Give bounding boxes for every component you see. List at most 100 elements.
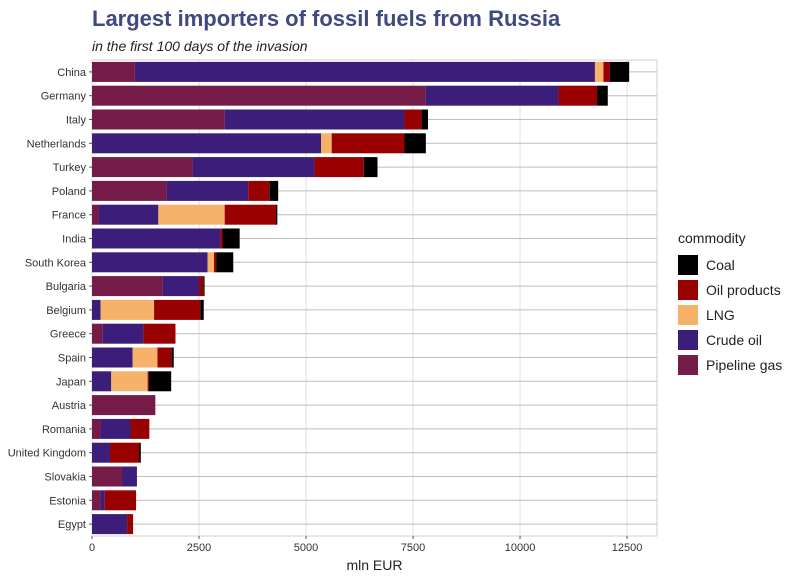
bar-pipeline-gas — [92, 276, 163, 297]
chart-subtitle: in the first 100 days of the invasion — [92, 38, 308, 54]
y-tick-label: United Kingdom — [8, 448, 86, 460]
bar-oil-products — [603, 61, 610, 82]
bar-oil-products — [314, 157, 364, 178]
bar-crude-oil — [134, 61, 595, 82]
legend-item: Crude oil — [678, 327, 782, 352]
legend-item: Coal — [678, 252, 782, 277]
bar-crude-oil — [425, 85, 559, 106]
bar-oil-products — [331, 133, 405, 154]
bar-lng — [132, 347, 158, 368]
x-tick-label: 10000 — [505, 542, 536, 554]
bar-crude-oil — [192, 157, 315, 178]
y-tick-label: France — [52, 210, 86, 222]
x-tick-label: 5000 — [294, 542, 318, 554]
bar-coal — [139, 442, 141, 463]
bar-oil-products — [199, 276, 204, 297]
y-tick-label: Estonia — [49, 495, 87, 507]
bar-crude-oil — [92, 347, 133, 368]
bar-crude-oil — [92, 133, 321, 154]
y-tick-label: South Korea — [25, 257, 87, 269]
bar-coal — [222, 228, 240, 249]
bar-oil-products — [109, 442, 140, 463]
bar-lng — [320, 133, 332, 154]
bar-coal — [148, 371, 172, 392]
y-tick-label: Egypt — [58, 519, 86, 531]
y-tick-label: India — [62, 234, 87, 246]
bar-crude-oil — [98, 204, 159, 225]
x-tick-label: 2500 — [187, 542, 211, 554]
bar-lng — [111, 371, 148, 392]
y-tick-label: Bulgaria — [46, 281, 87, 293]
bar-pipeline-gas — [92, 157, 193, 178]
bar-oil-products — [147, 371, 149, 392]
bar-coal — [609, 61, 630, 82]
bar-coal — [216, 252, 234, 273]
bar-coal — [421, 109, 429, 130]
bar-oil-products — [154, 299, 201, 320]
x-tick-label: 7500 — [401, 542, 425, 554]
legend-swatch — [678, 279, 698, 300]
y-tick-label: Turkey — [53, 162, 87, 174]
legend-label: LNG — [706, 306, 735, 323]
bar-oil-products — [558, 85, 598, 106]
bar-coal — [363, 157, 378, 178]
bar-coal — [200, 299, 204, 320]
bar-crude-oil — [166, 180, 249, 201]
bar-pipeline-gas — [92, 323, 103, 344]
bar-pipeline-gas — [92, 180, 167, 201]
bar-coal — [276, 204, 278, 225]
chart-title: Largest importers of fossil fuels from R… — [92, 6, 561, 31]
bar-pipeline-gas — [92, 490, 101, 511]
bar-crude-oil — [92, 252, 208, 273]
y-tick-label: Germany — [41, 91, 87, 103]
legend-swatch — [678, 354, 698, 375]
legend-label: Coal — [706, 256, 735, 273]
y-tick-label: Poland — [52, 186, 86, 198]
bar-lng — [158, 204, 225, 225]
bar-pipeline-gas — [92, 466, 122, 487]
bar-oil-products — [127, 514, 134, 535]
legend-item: Oil products — [678, 277, 782, 302]
bar-oil-products — [143, 323, 176, 344]
bar-coal — [269, 180, 279, 201]
y-tick-label: Netherlands — [27, 138, 87, 150]
bar-lng — [100, 299, 155, 320]
bar-crude-oil — [100, 490, 105, 511]
bar-oil-products — [224, 204, 277, 225]
bar-crude-oil — [100, 418, 131, 439]
bar-coal — [404, 133, 426, 154]
legend-item: Pipeline gas — [678, 352, 782, 377]
bar-pipeline-gas — [92, 418, 101, 439]
bar-crude-oil — [92, 371, 112, 392]
bar-coal — [171, 347, 174, 368]
bar-oil-products — [157, 347, 172, 368]
bar-coal — [597, 85, 608, 106]
y-tick-label: Greece — [50, 329, 86, 341]
bar-coal — [203, 276, 205, 297]
y-tick-label: Spain — [58, 353, 86, 365]
legend-title: commodity — [678, 230, 746, 246]
bar-crude-oil — [92, 228, 221, 249]
bar-crude-oil — [92, 442, 110, 463]
x-tick-label: 12500 — [612, 542, 643, 554]
x-tick-label: 0 — [89, 542, 95, 554]
y-tick-label: Romania — [42, 424, 87, 436]
y-tick-label: Italy — [66, 115, 87, 127]
bar-crude-oil — [162, 276, 200, 297]
bar-oil-products — [220, 228, 223, 249]
bar-oil-products — [130, 418, 150, 439]
bar-crude-oil — [92, 299, 101, 320]
bar-crude-oil — [224, 109, 405, 130]
bar-oil-products — [404, 109, 422, 130]
bar-pipeline-gas — [92, 204, 99, 225]
bar-pipeline-gas — [92, 109, 225, 130]
legend-swatch — [678, 329, 698, 350]
y-tick-label: China — [57, 67, 87, 79]
chart-legend: commodity Coal Oil products LNG Crude oil Pi… — [678, 230, 782, 377]
legend-swatch — [678, 254, 698, 275]
legend-swatch — [678, 304, 698, 325]
bar-pipeline-gas — [92, 395, 156, 416]
bar-oil-products — [248, 180, 270, 201]
bar-lng — [594, 61, 604, 82]
